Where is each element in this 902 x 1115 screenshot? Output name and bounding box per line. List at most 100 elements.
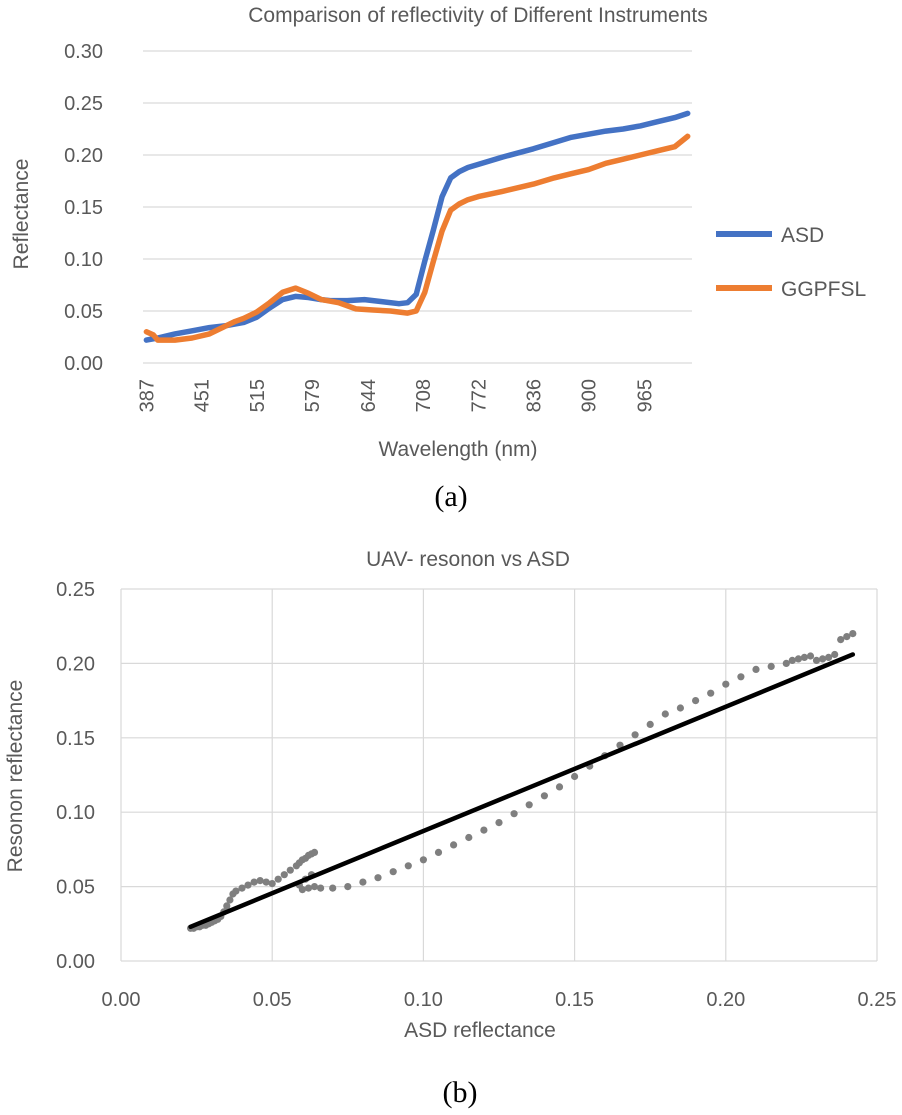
chart-b-y-axis-label: Resonon reflectance xyxy=(4,680,27,873)
chart-b-y-tick: 0.20 xyxy=(56,653,95,675)
scatter-point xyxy=(250,878,258,886)
chart-b-y-tick-labels: 0.25 0.20 0.15 0.10 0.05 0.00 xyxy=(56,579,95,973)
chart-b-x-tick-labels: 0.00 0.05 0.10 0.15 0.20 0.25 xyxy=(102,989,897,1011)
scatter-point xyxy=(223,902,231,910)
scatter-point xyxy=(800,653,809,662)
scatter-point xyxy=(571,772,579,781)
scatter-point xyxy=(849,630,857,638)
series-line-asd xyxy=(143,110,691,343)
chart-a-x-tick: 708 xyxy=(413,379,435,412)
chart-a-x-tick: 644 xyxy=(358,379,380,412)
chart-a-x-tick: 579 xyxy=(302,379,324,412)
scatter-point xyxy=(806,652,815,660)
chart-b-y-tick: 0.10 xyxy=(56,802,95,824)
scatter-point xyxy=(646,720,654,729)
chart-a-series xyxy=(143,110,691,343)
scatter-point xyxy=(843,633,851,641)
chart-a-x-tick: 451 xyxy=(192,379,214,412)
scatter-point xyxy=(450,841,458,849)
chart-a-legend: ASD GGPFSL xyxy=(716,224,866,301)
scatter-point xyxy=(310,883,319,891)
scatter-point xyxy=(280,871,288,879)
scatter-point xyxy=(304,884,313,892)
scatter-point xyxy=(525,801,533,809)
chart-b-x-tick: 0.05 xyxy=(253,989,292,1011)
scatter-point xyxy=(344,883,352,891)
scatter-point xyxy=(782,659,790,668)
scatter-point xyxy=(262,878,270,886)
chart-b-y-tick: 0.00 xyxy=(56,951,95,973)
chart-b-title: UAV- resonon vs ASD xyxy=(366,548,570,571)
chart-b-caption: (b) xyxy=(443,1076,478,1109)
scatter-point xyxy=(480,826,488,834)
chart-b-x-axis-label: ASD reflectance xyxy=(404,1019,556,1042)
chart-a-x-axis-label: Wavelength (nm) xyxy=(378,438,537,461)
legend-label-asd: ASD xyxy=(781,224,824,247)
scatter-point xyxy=(434,848,443,857)
scatter-point xyxy=(676,704,685,712)
trendline xyxy=(188,652,856,930)
scatter-point xyxy=(631,731,639,739)
scatter-point xyxy=(274,875,282,883)
legend-label-ggpfsl: GGPFSL xyxy=(781,278,866,301)
chart-a-y-tick: 0.30 xyxy=(64,41,103,63)
chart-a-y-tick: 0.25 xyxy=(64,93,103,115)
chart-b-x-tick: 0.10 xyxy=(404,989,443,1011)
chart-b-scatter: UAV- resonon vs ASD 0.25 0.20 0.15 0.10 0.05… xyxy=(4,548,896,1109)
chart-a-y-tick: 0.10 xyxy=(64,249,103,271)
chart-b-y-tick: 0.15 xyxy=(56,728,95,750)
chart-b-y-tick: 0.05 xyxy=(56,877,95,899)
chart-a-x-tick: 900 xyxy=(579,379,601,412)
scatter-point xyxy=(722,680,730,688)
chart-a-x-tick: 387 xyxy=(136,379,158,412)
scatter-point xyxy=(692,697,700,705)
chart-b-x-tick: 0.25 xyxy=(858,989,897,1011)
scatter-point xyxy=(767,662,775,671)
scatter-point xyxy=(707,689,715,697)
scatter-point xyxy=(404,862,412,870)
scatter-point xyxy=(465,833,473,842)
chart-b-gridlines xyxy=(120,588,878,962)
scatter-point xyxy=(374,874,382,882)
chart-b-y-tick: 0.25 xyxy=(56,579,95,601)
scatter-point xyxy=(825,653,833,662)
scatter-point xyxy=(256,877,264,885)
scatter-point xyxy=(317,884,325,892)
scatter-point xyxy=(329,884,337,892)
scatter-point xyxy=(359,878,367,886)
chart-a-caption: (a) xyxy=(434,480,467,513)
chart-a-y-tick: 0.05 xyxy=(64,301,103,323)
chart-b-x-tick: 0.00 xyxy=(102,989,141,1011)
series-line-ggpfsl xyxy=(143,133,691,343)
chart-a-y-axis-label: Reflectance xyxy=(10,159,33,270)
scatter-point xyxy=(419,856,427,864)
scatter-point xyxy=(268,880,276,888)
scatter-point xyxy=(788,656,796,665)
scatter-point xyxy=(837,636,845,644)
chart-a-title: Comparison of reflectivity of Different … xyxy=(248,4,707,27)
scatter-point xyxy=(752,665,760,674)
scatter-point xyxy=(238,884,246,892)
chart-a-x-tick-labels: 387 451 515 579 644 708 772 836 900 965 xyxy=(136,379,656,412)
chart-a-reflectivity: Comparison of reflectivity of Different … xyxy=(10,4,866,513)
scatter-point xyxy=(310,848,319,857)
scatter-point xyxy=(244,881,252,889)
scatter-point xyxy=(510,810,518,818)
chart-b-trendline-group xyxy=(188,652,856,930)
scatter-point xyxy=(661,710,669,718)
scatter-point xyxy=(495,819,503,827)
chart-a-y-tick: 0.20 xyxy=(64,145,103,167)
chart-b-x-tick: 0.15 xyxy=(555,989,594,1011)
scatter-point xyxy=(232,887,240,895)
scatter-point xyxy=(831,650,839,659)
scatter-point xyxy=(555,783,564,791)
scatter-point xyxy=(540,792,549,800)
chart-b-x-tick: 0.20 xyxy=(706,989,745,1011)
chart-a-y-tick-labels: 0.30 0.25 0.20 0.15 0.10 0.05 0.00 xyxy=(64,41,103,375)
chart-a-y-tick: 0.00 xyxy=(64,353,103,375)
chart-a-y-tick: 0.15 xyxy=(64,197,103,219)
chart-a-x-tick: 836 xyxy=(523,379,545,412)
scatter-point xyxy=(737,673,745,681)
chart-a-x-tick: 515 xyxy=(247,379,269,412)
